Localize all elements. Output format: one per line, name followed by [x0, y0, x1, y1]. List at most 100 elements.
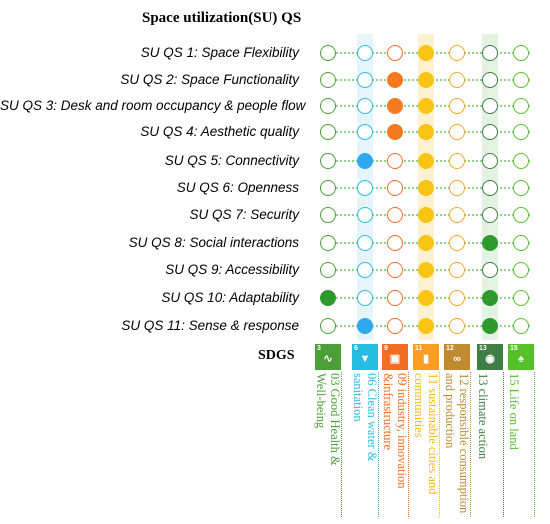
water-drop-icon: 6 ▼ — [352, 344, 378, 370]
empty-dot — [357, 235, 373, 251]
empty-dot — [320, 124, 336, 140]
empty-dot — [449, 318, 465, 334]
sdg-glyph: ▣ — [389, 353, 401, 365]
empty-dot — [387, 45, 403, 61]
column-label: 06 Clean water & sanitation — [351, 373, 379, 462]
filled-dot — [387, 124, 403, 140]
empty-dot — [449, 124, 465, 140]
sdg-glyph: ♠ — [518, 353, 524, 365]
empty-dot — [513, 153, 529, 169]
empty-dot — [482, 98, 498, 114]
row-label: SU QS 6: Openness — [176, 180, 299, 195]
empty-dot — [320, 72, 336, 88]
filled-dot — [418, 72, 434, 88]
empty-dot — [513, 290, 529, 306]
empty-dot — [513, 262, 529, 278]
sdg-number: 15 — [510, 345, 518, 352]
empty-dot — [482, 124, 498, 140]
empty-dot — [387, 290, 403, 306]
filled-dot — [418, 180, 434, 196]
column-guide — [408, 372, 409, 517]
empty-dot — [357, 180, 373, 196]
column-guide — [378, 372, 379, 517]
filled-dot — [418, 290, 434, 306]
column-label: 09 industry, innovation &infrastructure — [381, 373, 409, 489]
heartbeat-icon: 3 ∿ — [315, 344, 341, 370]
filled-dot — [482, 290, 498, 306]
sdgs-label: SDGS — [258, 348, 295, 363]
filled-dot — [387, 98, 403, 114]
empty-dot — [357, 98, 373, 114]
empty-dot — [449, 180, 465, 196]
column-guide — [534, 372, 535, 517]
empty-dot — [320, 98, 336, 114]
sdg-number: 13 — [479, 345, 487, 352]
empty-dot — [482, 180, 498, 196]
empty-dot — [482, 72, 498, 88]
empty-dot — [357, 45, 373, 61]
empty-dot — [357, 124, 373, 140]
filled-dot — [418, 98, 434, 114]
eye-globe-icon: 13 ◉ — [477, 344, 503, 370]
empty-dot — [357, 290, 373, 306]
sdg-glyph: ▼ — [359, 353, 371, 365]
sdg-number: 12 — [446, 345, 454, 352]
empty-dot — [513, 72, 529, 88]
empty-dot — [449, 153, 465, 169]
filled-dot — [418, 45, 434, 61]
tree-icon: 15 ♠ — [508, 344, 534, 370]
empty-dot — [320, 318, 336, 334]
filled-dot — [357, 153, 373, 169]
row-label: SU QS 9: Accessibility — [165, 262, 299, 277]
city-icon: 11 ▮ — [413, 344, 439, 370]
empty-dot — [513, 207, 529, 223]
empty-dot — [357, 262, 373, 278]
empty-dot — [513, 98, 529, 114]
empty-dot — [320, 180, 336, 196]
empty-dot — [482, 45, 498, 61]
empty-dot — [449, 72, 465, 88]
sdg-glyph: ◉ — [485, 353, 495, 365]
column-label: 11 sustainable cities and communities — [412, 373, 440, 495]
row-label: SU QS 5: Connectivity — [164, 153, 299, 168]
filled-dot — [482, 318, 498, 334]
filled-dot — [418, 235, 434, 251]
row-label: SU QS 1: Space Flexibility — [140, 45, 299, 60]
column-label: 15 Life on land — [507, 373, 521, 450]
empty-dot — [387, 318, 403, 334]
empty-dot — [320, 153, 336, 169]
filled-dot — [418, 207, 434, 223]
row-label: SU QS 7: Security — [189, 207, 299, 222]
row-label: SU QS 11: Sense & response — [121, 318, 299, 333]
sdg-number: 3 — [317, 345, 321, 352]
filled-dot — [418, 262, 434, 278]
column-label: 12 responsible consumption and productio… — [443, 373, 471, 514]
filled-dot — [418, 318, 434, 334]
filled-dot — [357, 318, 373, 334]
filled-dot — [320, 290, 336, 306]
sdg-glyph: ▮ — [422, 353, 430, 365]
row-label: SU QS 2: Space Functionality — [120, 72, 299, 87]
empty-dot — [357, 72, 373, 88]
empty-dot — [320, 207, 336, 223]
empty-dot — [482, 207, 498, 223]
empty-dot — [387, 153, 403, 169]
empty-dot — [387, 262, 403, 278]
empty-dot — [482, 262, 498, 278]
row-label: SU QS 4: Aesthetic quality — [140, 124, 299, 139]
filled-dot — [482, 235, 498, 251]
empty-dot — [387, 207, 403, 223]
sdg-glyph: ∞ — [453, 353, 461, 365]
empty-dot — [449, 98, 465, 114]
empty-dot — [357, 207, 373, 223]
column-guide — [439, 372, 440, 517]
empty-dot — [320, 262, 336, 278]
empty-dot — [449, 235, 465, 251]
empty-dot — [482, 153, 498, 169]
row-label: SU QS 8: Social interactions — [128, 235, 299, 250]
empty-dot — [449, 207, 465, 223]
row-label: SU QS 10: Adaptability — [161, 290, 299, 305]
sdg-number: 9 — [384, 345, 388, 352]
empty-dot — [449, 262, 465, 278]
empty-dot — [513, 180, 529, 196]
